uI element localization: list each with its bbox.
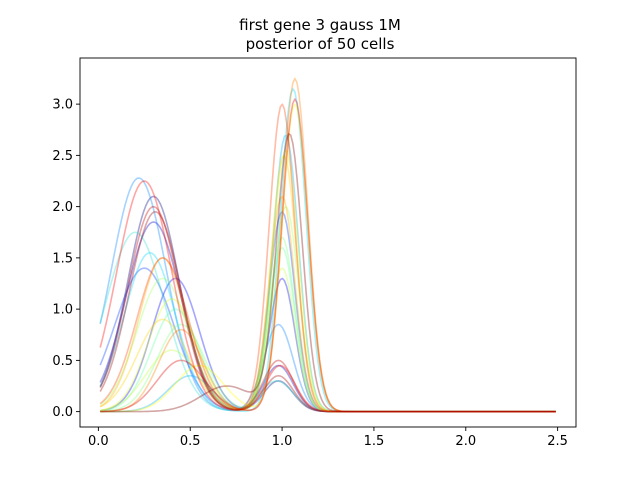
y-tick-label: 3.0 [52,98,73,113]
series-line-21 [99,205,556,413]
y-tick-label: 2.0 [52,200,73,215]
series-line-2 [99,221,556,413]
series-line-5 [99,177,556,413]
y-tick-label: 0.0 [52,405,73,420]
series-line-7 [99,88,556,413]
x-tick-label: 0.0 [88,434,109,449]
series-line-22 [99,211,556,413]
y-tick-label: 2.5 [52,149,73,164]
series-line-1 [99,195,556,413]
series-line-3 [100,277,556,413]
series-line-9 [100,246,556,413]
chart-title-line-1: first gene 3 gauss 1M [239,16,401,34]
series-line-23 [100,133,556,413]
y-tick-label: 0.5 [52,354,73,369]
series-line-6 [100,134,556,413]
y-tick-label: 1.0 [52,303,73,318]
series-line-13 [100,150,556,413]
series-line-8 [99,231,556,413]
x-tick-label: 1.5 [364,434,385,449]
series-line-16 [99,195,556,413]
series-line-14 [100,103,556,413]
x-tick-label: 0.5 [180,434,201,449]
series-line-12 [100,267,556,413]
axes-frame [79,57,577,428]
series-line-4 [99,211,556,413]
series-line-18 [99,103,556,413]
series-line-19 [99,180,556,413]
x-tick-label: 1.0 [272,434,293,449]
chart-title-line-2: posterior of 50 cells [245,35,395,53]
x-tick-label: 2.0 [455,434,476,449]
series-line-11 [99,206,556,413]
x-tick-label: 2.5 [547,434,568,449]
series-line-20 [100,98,556,413]
series-line-10 [100,236,556,413]
series-line-17 [100,77,556,413]
y-tick-label: 1.5 [52,251,73,266]
series-line-15 [99,154,556,413]
